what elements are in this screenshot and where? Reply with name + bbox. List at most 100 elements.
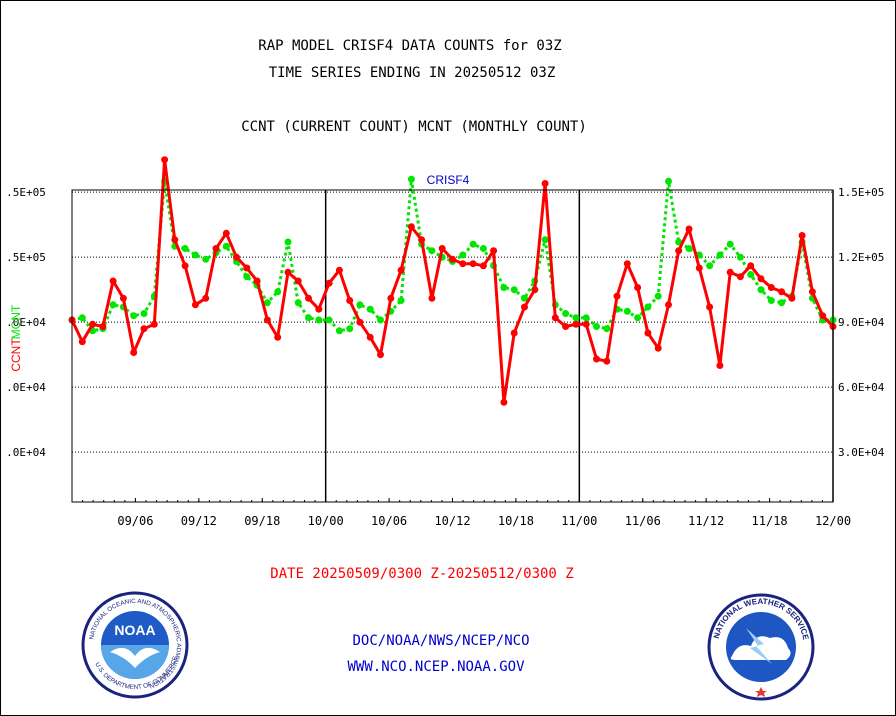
data-point-ccnt xyxy=(202,294,210,302)
data-point-ccnt xyxy=(78,338,86,346)
data-point-mcnt xyxy=(346,325,354,333)
data-point-ccnt xyxy=(222,229,230,237)
data-point-ccnt xyxy=(181,262,189,270)
data-point-mcnt xyxy=(202,255,210,263)
data-point-ccnt xyxy=(161,156,169,164)
data-point-mcnt xyxy=(78,314,86,322)
data-point-ccnt xyxy=(377,351,384,359)
data-point-ccnt xyxy=(274,333,282,341)
data-point-mcnt xyxy=(521,294,528,302)
data-point-ccnt xyxy=(459,260,467,268)
data-point-ccnt xyxy=(140,325,148,333)
data-point-ccnt xyxy=(130,349,138,356)
svg-text:NOAA: NOAA xyxy=(114,622,155,638)
data-point-ccnt xyxy=(665,301,672,309)
y-axis-right-label: MCNT xyxy=(9,304,23,339)
data-point-mcnt xyxy=(459,251,467,259)
data-point-mcnt xyxy=(243,273,251,281)
axes: .0E+04 3.0E+04 .0E+04 6.0E+04 .0E+04 9.0E+04.… xyxy=(6,186,885,528)
data-point-ccnt xyxy=(233,253,240,261)
data-point-ccnt xyxy=(325,279,333,287)
data-point-mcnt xyxy=(377,316,384,324)
y-tick-label-right: 3.0E+04 xyxy=(838,446,885,459)
data-point-ccnt xyxy=(541,180,549,187)
data-point-ccnt xyxy=(315,305,323,313)
data-point-ccnt xyxy=(808,288,816,296)
data-point-mcnt xyxy=(305,314,312,322)
data-point-ccnt xyxy=(490,247,498,255)
y-tick-label-right: 1.5E+05 xyxy=(838,186,884,199)
chart-title-line2: TIME SERIES ENDING IN 20250512 03Z xyxy=(268,65,556,81)
y-tick-label-right: 6.0E+04 xyxy=(838,381,885,394)
data-point-mcnt xyxy=(634,314,642,322)
data-point-mcnt xyxy=(469,240,477,248)
nws-logo: NATIONAL WEATHER SERVICE xyxy=(707,593,815,701)
data-point-ccnt xyxy=(623,260,631,268)
data-point-mcnt xyxy=(109,301,117,309)
noaa-logo: NATIONAL OCEANIC AND ATMOSPHERIC ADMINIS… xyxy=(81,591,189,699)
date-range-label: DATE 20250509/0300 Z-20250512/0300 Z xyxy=(270,566,574,582)
x-tick-label: 09/06 xyxy=(117,514,153,528)
data-point-mcnt xyxy=(736,253,744,261)
data-point-ccnt xyxy=(551,314,559,322)
data-point-ccnt xyxy=(510,329,518,337)
data-point-mcnt xyxy=(541,236,549,244)
data-point-mcnt xyxy=(767,297,775,304)
chart-subtitle: CCNT (CURRENT COUNT) MCNT (MONTHLY COUNT… xyxy=(241,119,587,135)
data-point-ccnt xyxy=(479,262,487,270)
series-mcnt xyxy=(68,175,837,335)
x-tick-label: 11/06 xyxy=(625,514,661,528)
data-point-ccnt xyxy=(819,312,827,320)
data-point-mcnt xyxy=(130,312,138,320)
data-point-ccnt xyxy=(500,398,508,406)
x-tick-label: 10/06 xyxy=(371,514,407,528)
y-tick-label-left: .0E+04 xyxy=(6,381,46,394)
x-tick-label: 09/12 xyxy=(181,514,217,528)
data-point-mcnt xyxy=(274,288,282,296)
data-point-mcnt xyxy=(603,325,611,333)
data-point-mcnt xyxy=(335,327,343,335)
data-point-ccnt xyxy=(407,223,415,231)
data-point-ccnt xyxy=(418,236,426,244)
data-point-ccnt xyxy=(634,284,642,291)
data-point-ccnt xyxy=(89,320,97,328)
data-point-mcnt xyxy=(685,245,693,252)
data-point-ccnt xyxy=(798,232,806,239)
x-tick-label: 10/12 xyxy=(434,514,470,528)
data-point-mcnt xyxy=(263,299,271,307)
nco-website-link[interactable]: WWW.NCO.NCEP.NOAA.GOV xyxy=(347,659,525,675)
plot-title: CRISF4 xyxy=(427,173,470,187)
doc-noaa-link[interactable]: DOC/NOAA/NWS/NCEP/NCO xyxy=(352,633,530,649)
y-axis-left-label: CCNT xyxy=(9,338,23,372)
x-tick-label: 11/00 xyxy=(561,514,597,528)
x-tick-label: 10/18 xyxy=(498,514,534,528)
data-point-ccnt xyxy=(593,355,600,363)
data-point-mcnt xyxy=(572,314,580,322)
plot-border xyxy=(71,189,834,503)
x-tick-label: 11/18 xyxy=(752,514,788,528)
data-point-ccnt xyxy=(706,303,714,311)
data-point-mcnt xyxy=(644,303,652,311)
data-point-mcnt xyxy=(140,310,148,317)
data-point-ccnt xyxy=(335,266,343,274)
data-point-mcnt xyxy=(706,262,714,270)
series-ccnt xyxy=(68,156,837,406)
data-point-mcnt xyxy=(315,316,323,324)
data-point-ccnt xyxy=(428,294,436,302)
data-point-mcnt xyxy=(407,175,415,183)
data-point-ccnt xyxy=(675,247,683,255)
data-point-ccnt xyxy=(438,245,446,252)
data-point-ccnt xyxy=(767,284,775,291)
data-point-mcnt xyxy=(654,292,662,300)
data-point-mcnt xyxy=(284,238,292,246)
data-point-mcnt xyxy=(356,301,364,309)
data-point-ccnt xyxy=(212,245,220,252)
data-point-mcnt xyxy=(479,245,487,252)
data-point-ccnt xyxy=(263,316,271,324)
data-point-ccnt xyxy=(305,294,312,302)
data-point-ccnt xyxy=(191,301,199,309)
data-point-mcnt xyxy=(716,251,724,259)
data-point-ccnt xyxy=(531,286,539,294)
data-point-ccnt xyxy=(397,266,405,274)
data-point-ccnt xyxy=(582,320,590,328)
